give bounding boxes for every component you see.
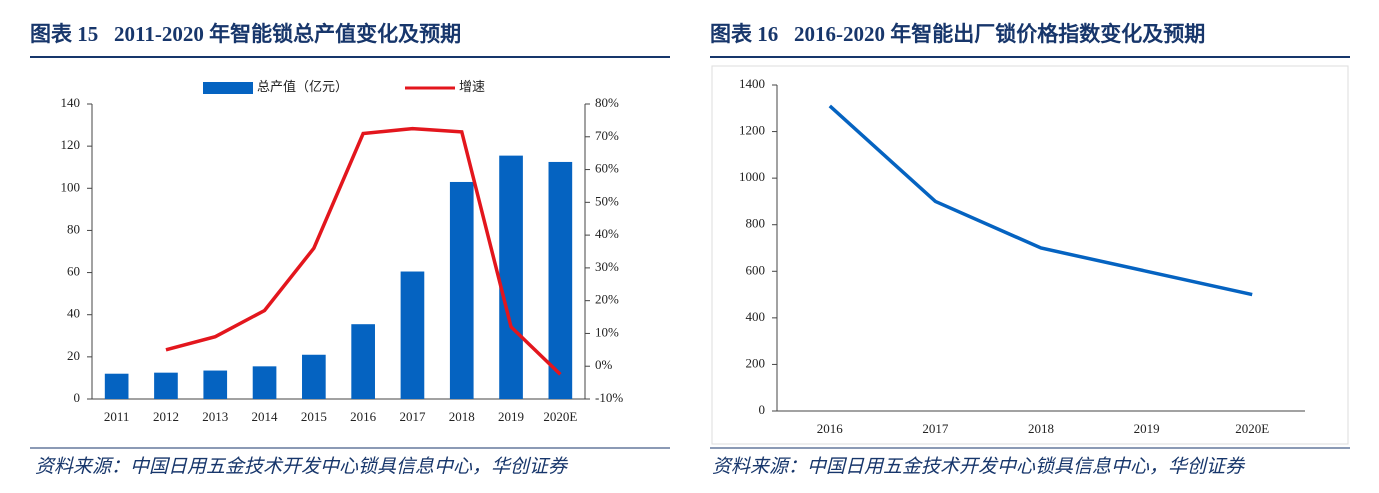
y2-tick-label: 20% [595, 292, 619, 307]
x-tick-label: 2014 [252, 409, 279, 424]
y-tick-label: 1000 [739, 169, 765, 184]
y-tick-label: 80 [67, 221, 80, 236]
line [165, 126, 562, 376]
x-tick-label: 2020E [543, 409, 577, 424]
y2-tick-label: 10% [595, 324, 619, 339]
y-tick-label: 100 [61, 179, 81, 194]
y2-tick-label: -10% [595, 390, 623, 405]
x-tick-label: 2016 [350, 409, 377, 424]
x-tick-label: 2012 [153, 409, 179, 424]
y-tick-label: 1400 [739, 76, 765, 91]
legend-label: 总产值（亿元） [257, 79, 348, 94]
y2-tick-label: 40% [595, 226, 619, 241]
y-tick-label: 120 [61, 137, 81, 152]
bar [104, 373, 129, 399]
y2-tick-label: 60% [595, 161, 619, 176]
source: 资料来源：中国日用五金技术开发中心锁具信息中心，华创证券 [35, 455, 569, 477]
line [828, 104, 1253, 297]
x-tick-label: 2020E [1235, 421, 1269, 436]
y2-tick-label: 30% [595, 259, 619, 274]
bar [400, 271, 425, 399]
chart-title: 图表 16 2016-2020 年智能出厂锁价格指数变化及预期 [710, 22, 1205, 46]
source: 资料来源：中国日用五金技术开发中心锁具信息中心，华创证券 [712, 455, 1246, 477]
bar [449, 181, 474, 399]
x-tick-label: 2019 [1134, 421, 1160, 436]
x-tick-label: 2011 [104, 409, 130, 424]
x-tick-label: 2016 [817, 421, 844, 436]
bar [548, 161, 573, 399]
y2-tick-label: 0% [595, 357, 613, 372]
x-tick-label: 2019 [498, 409, 524, 424]
legend-label: 增速 [459, 79, 485, 94]
y-tick-label: 20 [67, 348, 80, 363]
y-tick-label: 0 [759, 402, 766, 417]
y-tick-label: 0 [74, 390, 81, 405]
y-tick-label: 140 [61, 95, 81, 110]
y-tick-label: 40 [67, 306, 80, 321]
bar [351, 324, 375, 399]
bar [252, 366, 277, 399]
y-tick-label: 60 [67, 264, 80, 279]
bar [302, 354, 326, 399]
x-tick-label: 2018 [449, 409, 475, 424]
chart-title: 图表 15 2011-2020 年智能锁总产值变化及预期 [30, 22, 461, 46]
bar [154, 372, 178, 399]
bar [203, 370, 228, 399]
y-tick-label: 600 [746, 262, 766, 277]
y2-tick-label: 70% [595, 128, 619, 143]
legend-swatch [203, 82, 253, 94]
y-tick-label: 1200 [739, 123, 765, 138]
x-tick-label: 2013 [202, 409, 228, 424]
bar [499, 155, 523, 399]
y2-tick-label: 50% [595, 193, 619, 208]
y-tick-label: 200 [746, 355, 766, 370]
x-tick-label: 2018 [1028, 421, 1054, 436]
y2-tick-label: 80% [595, 95, 619, 110]
x-tick-label: 2015 [301, 409, 327, 424]
y-tick-label: 800 [746, 216, 766, 231]
y-tick-label: 400 [746, 309, 766, 324]
x-tick-label: 2017 [922, 421, 949, 436]
x-tick-label: 2017 [399, 409, 426, 424]
plot-frame [711, 65, 1349, 445]
